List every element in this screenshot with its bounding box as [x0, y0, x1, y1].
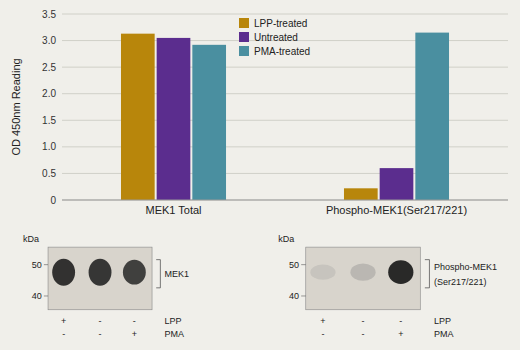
- legend-swatch: [239, 18, 249, 28]
- annotation: 40: [289, 291, 299, 301]
- annotation: -: [133, 316, 136, 326]
- y-tick-label: 1.5: [42, 115, 56, 126]
- bars: [121, 33, 449, 200]
- annotation: -: [362, 329, 365, 339]
- blot-band: [123, 260, 146, 285]
- annotation: 40: [32, 291, 42, 301]
- blot-band: [310, 265, 335, 280]
- annotation: kDa: [278, 234, 294, 244]
- grid-line: [62, 200, 508, 201]
- annotation: +: [398, 329, 403, 339]
- legend-label: LPP-treated: [254, 18, 307, 29]
- annotation: -: [62, 329, 65, 339]
- blot-panel: kDa 50 40 Phospho-MEK1 (Ser217/221) + - - - - + LPP…: [278, 234, 497, 339]
- annotation: -: [99, 316, 102, 326]
- x-axis-line: [62, 200, 508, 201]
- annotation: +: [320, 316, 325, 326]
- annotation: Phospho-MEK1: [434, 262, 497, 272]
- annotation: MEK1: [165, 269, 190, 279]
- legend: LPP-treated Untreated PMA-treated: [239, 18, 310, 57]
- marker-tick: [301, 295, 306, 296]
- annotation: -: [399, 316, 402, 326]
- bar: [157, 38, 191, 200]
- chart: 0 0.5 1.0 1.5 2.0 2.5 3.0 3.5 OD 450nm Reading ME…: [0, 0, 520, 350]
- y-tick-label: 1.0: [42, 141, 56, 152]
- legend-label: Untreated: [254, 32, 298, 43]
- bracket: [156, 260, 160, 288]
- annotation: +: [61, 316, 66, 326]
- annotation: PMA: [165, 329, 185, 339]
- bar: [380, 168, 414, 200]
- annotation: PMA: [434, 329, 454, 339]
- grid: [62, 14, 508, 200]
- background: [0, 0, 520, 350]
- blot-band: [350, 264, 375, 281]
- y-tick-label: 0: [50, 195, 56, 206]
- annotation: -: [321, 329, 324, 339]
- x-tick-label: MEK1 Total: [145, 204, 201, 216]
- y-tick-label: 0.5: [42, 168, 56, 179]
- annotation: -: [362, 316, 365, 326]
- y-tick-label: 2.0: [42, 88, 56, 99]
- bar: [344, 188, 378, 200]
- blot-band: [89, 259, 112, 286]
- legend-swatch: [239, 46, 249, 56]
- y-tick-label: 3.0: [42, 35, 56, 46]
- y-tick-label: 3.5: [42, 9, 56, 20]
- y-axis-label: OD 450nm Reading: [10, 58, 22, 155]
- y-tick-label: 2.5: [42, 62, 56, 73]
- annotation: (Ser217/221): [434, 277, 487, 287]
- bar: [415, 33, 449, 200]
- annotation: LPP: [165, 316, 182, 326]
- bracket: [425, 260, 430, 288]
- annotation: kDa: [23, 234, 39, 244]
- blot-band: [52, 259, 75, 286]
- legend-swatch: [239, 32, 249, 42]
- annotation: +: [132, 329, 137, 339]
- bar: [121, 34, 155, 200]
- annotation: 50: [289, 260, 299, 270]
- annotation: LPP: [434, 316, 451, 326]
- blot-box: [48, 247, 152, 310]
- x-tick-label: Phospho-MEK1(Ser217/221): [326, 204, 467, 216]
- legend-label: PMA-treated: [254, 46, 310, 57]
- annotation: -: [99, 329, 102, 339]
- bar: [192, 45, 226, 200]
- blot-box: [306, 247, 421, 310]
- blot-band: [388, 260, 413, 284]
- marker-tick: [44, 264, 48, 265]
- annotation: 50: [32, 260, 42, 270]
- marker-tick: [44, 295, 48, 296]
- blot-panel: kDa 50 40 MEK1 + - - - - + LPP PMA: [23, 234, 189, 339]
- grid-line: [62, 14, 508, 15]
- marker-tick: [301, 264, 306, 265]
